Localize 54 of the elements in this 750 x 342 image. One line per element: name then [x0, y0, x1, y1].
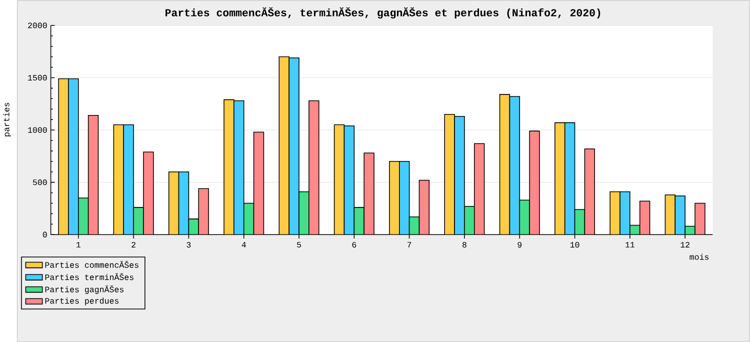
- y-tick-label: 500: [32, 179, 47, 186]
- x-tick-label: 5: [297, 242, 301, 248]
- bar: [530, 130, 540, 235]
- bar: [564, 122, 575, 235]
- bar: [409, 216, 420, 235]
- bar: [114, 124, 124, 235]
- y-tick-label: 1000: [28, 127, 47, 133]
- bar: [454, 116, 464, 235]
- y-tick-label: 1500: [28, 74, 47, 80]
- chart-title: Parties commencĂŠes, terminĂŠes, gagnĂŠes et perdues (Ninafo2, 2020): [166, 7, 600, 18]
- bar: [474, 144, 484, 235]
- bar: [124, 124, 134, 235]
- bar: [574, 209, 585, 235]
- x-tick-label: 4: [242, 242, 246, 248]
- x-tick-label: 12: [680, 242, 690, 248]
- y-tick-label: 0: [42, 232, 47, 238]
- bar: [254, 132, 264, 235]
- x-tick-label: 2: [132, 242, 136, 248]
- x-tick-label: 11: [626, 242, 634, 248]
- bar: [500, 94, 510, 235]
- bar: [584, 148, 595, 235]
- bar: [178, 172, 189, 235]
- y-tick-label: 2000: [28, 22, 47, 28]
- bar: [308, 100, 319, 235]
- x-tick-label: 10: [570, 242, 580, 248]
- bar: [88, 115, 98, 235]
- bar: [58, 78, 68, 235]
- x-tick-label: 9: [518, 242, 522, 248]
- legend-label: Parties gagnĂŠes: [45, 285, 124, 294]
- bar: [244, 203, 254, 235]
- bar: [289, 58, 299, 235]
- bar: [334, 124, 344, 235]
- x-tick-label: 3: [186, 242, 191, 248]
- bar: [664, 194, 676, 235]
- bar: [419, 180, 430, 235]
- bar: [344, 126, 354, 235]
- x-tick-label: 6: [352, 242, 356, 248]
- legend-label: Parties commencĂŠes: [45, 260, 138, 268]
- bar: [224, 100, 234, 235]
- bar: [279, 56, 290, 235]
- bar: [510, 96, 520, 235]
- bar: [68, 78, 78, 235]
- bar: [444, 114, 455, 235]
- x-tick-label: 1: [76, 242, 80, 248]
- x-tick-label: 8: [462, 242, 466, 248]
- y-axis-title: parties: [3, 102, 11, 136]
- bar: [640, 201, 650, 235]
- x-axis-title: mois: [690, 254, 709, 260]
- x-tick-label: 7: [407, 242, 412, 248]
- bar: [554, 122, 565, 235]
- bar: [168, 172, 179, 235]
- legend-label: Parties terminĂŠes: [45, 273, 134, 280]
- bar: [234, 100, 244, 235]
- legend-label: Parties perdues: [45, 298, 119, 306]
